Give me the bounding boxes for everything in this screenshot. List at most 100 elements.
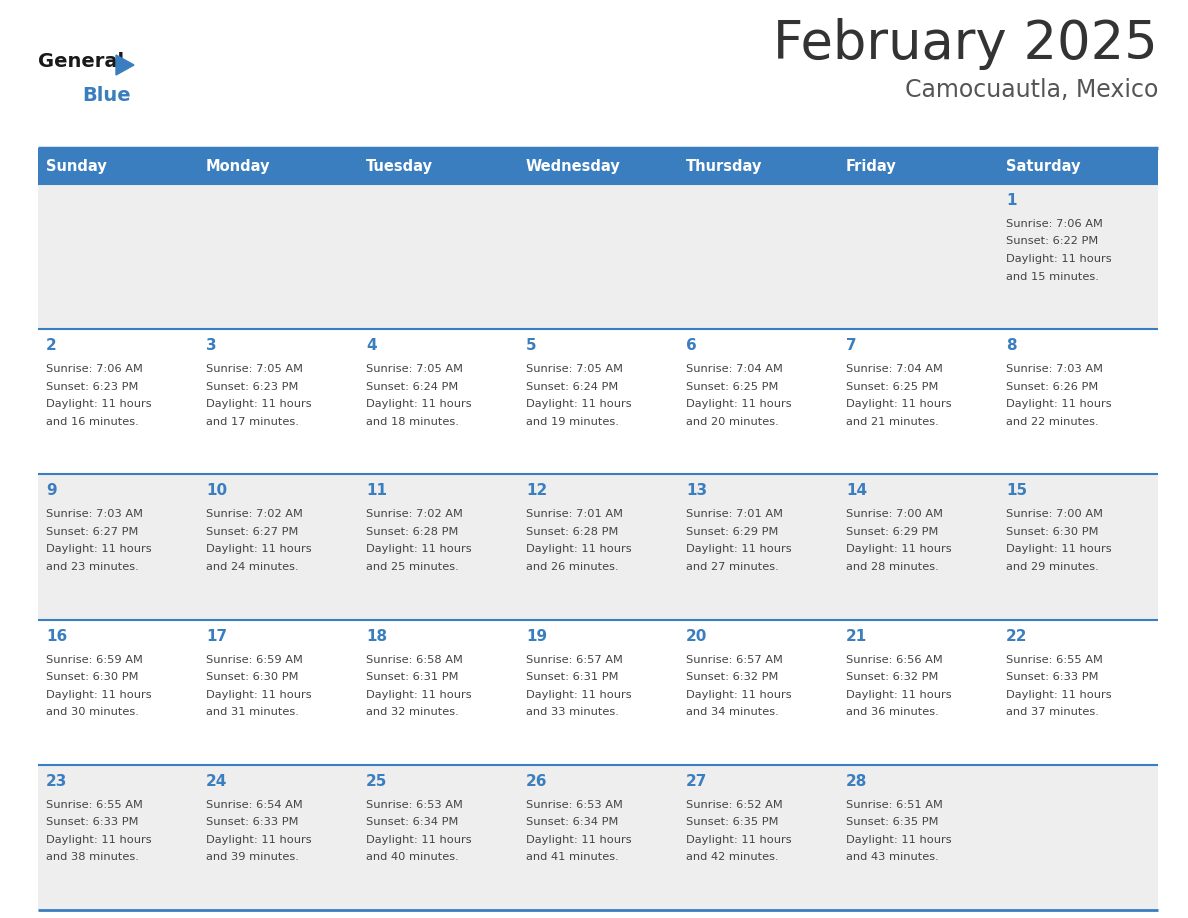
Text: Sunrise: 7:02 AM: Sunrise: 7:02 AM: [206, 509, 303, 520]
Text: Sunrise: 7:03 AM: Sunrise: 7:03 AM: [46, 509, 143, 520]
Text: Daylight: 11 hours: Daylight: 11 hours: [206, 834, 311, 845]
Text: Sunset: 6:29 PM: Sunset: 6:29 PM: [846, 527, 939, 537]
Text: Daylight: 11 hours: Daylight: 11 hours: [526, 834, 632, 845]
Text: Sunrise: 7:03 AM: Sunrise: 7:03 AM: [1006, 364, 1102, 375]
Text: Sunset: 6:24 PM: Sunset: 6:24 PM: [366, 382, 459, 392]
Text: and 21 minutes.: and 21 minutes.: [846, 417, 939, 427]
Text: Sunset: 6:34 PM: Sunset: 6:34 PM: [366, 817, 459, 827]
Text: and 27 minutes.: and 27 minutes.: [685, 562, 779, 572]
Text: Sunrise: 7:06 AM: Sunrise: 7:06 AM: [46, 364, 143, 375]
Text: 7: 7: [846, 338, 857, 353]
Text: Sunset: 6:32 PM: Sunset: 6:32 PM: [846, 672, 939, 682]
Text: and 25 minutes.: and 25 minutes.: [366, 562, 459, 572]
Text: Daylight: 11 hours: Daylight: 11 hours: [526, 544, 632, 554]
Text: Sunrise: 7:04 AM: Sunrise: 7:04 AM: [685, 364, 783, 375]
Text: Sunset: 6:25 PM: Sunset: 6:25 PM: [846, 382, 939, 392]
Text: Sunset: 6:33 PM: Sunset: 6:33 PM: [46, 817, 139, 827]
Text: and 39 minutes.: and 39 minutes.: [206, 852, 299, 862]
Text: and 23 minutes.: and 23 minutes.: [46, 562, 139, 572]
Text: Sunset: 6:30 PM: Sunset: 6:30 PM: [206, 672, 298, 682]
Text: Sunset: 6:31 PM: Sunset: 6:31 PM: [366, 672, 459, 682]
Text: Daylight: 11 hours: Daylight: 11 hours: [526, 399, 632, 409]
Text: Sunset: 6:27 PM: Sunset: 6:27 PM: [46, 527, 138, 537]
Text: Sunrise: 6:59 AM: Sunrise: 6:59 AM: [206, 655, 303, 665]
Text: Daylight: 11 hours: Daylight: 11 hours: [206, 399, 311, 409]
Text: Sunset: 6:35 PM: Sunset: 6:35 PM: [685, 817, 778, 827]
Text: Sunrise: 7:00 AM: Sunrise: 7:00 AM: [846, 509, 943, 520]
Text: 27: 27: [685, 774, 707, 789]
Text: Sunrise: 7:02 AM: Sunrise: 7:02 AM: [366, 509, 463, 520]
Text: Wednesday: Wednesday: [526, 159, 621, 174]
Text: Sunset: 6:31 PM: Sunset: 6:31 PM: [526, 672, 619, 682]
Text: Sunset: 6:30 PM: Sunset: 6:30 PM: [46, 672, 139, 682]
Text: Sunset: 6:33 PM: Sunset: 6:33 PM: [1006, 672, 1099, 682]
Text: Daylight: 11 hours: Daylight: 11 hours: [685, 544, 791, 554]
Text: Daylight: 11 hours: Daylight: 11 hours: [366, 544, 472, 554]
Text: Sunrise: 6:53 AM: Sunrise: 6:53 AM: [526, 800, 623, 810]
Text: 8: 8: [1006, 338, 1017, 353]
Text: 24: 24: [206, 774, 227, 789]
Bar: [38, 148, 1158, 184]
Text: Daylight: 11 hours: Daylight: 11 hours: [526, 689, 632, 700]
Text: Camocuautla, Mexico: Camocuautla, Mexico: [904, 78, 1158, 102]
Text: 12: 12: [526, 484, 548, 498]
Text: Daylight: 11 hours: Daylight: 11 hours: [846, 689, 952, 700]
Text: Daylight: 11 hours: Daylight: 11 hours: [846, 544, 952, 554]
Text: and 43 minutes.: and 43 minutes.: [846, 852, 939, 862]
Text: 6: 6: [685, 338, 696, 353]
Text: and 16 minutes.: and 16 minutes.: [46, 417, 139, 427]
Text: Sunset: 6:34 PM: Sunset: 6:34 PM: [526, 817, 619, 827]
Text: and 41 minutes.: and 41 minutes.: [526, 852, 619, 862]
Text: 13: 13: [685, 484, 707, 498]
Text: Sunrise: 6:56 AM: Sunrise: 6:56 AM: [846, 655, 943, 665]
Text: Daylight: 11 hours: Daylight: 11 hours: [366, 834, 472, 845]
Bar: [38, 184, 1158, 330]
Text: 10: 10: [206, 484, 227, 498]
Text: Daylight: 11 hours: Daylight: 11 hours: [46, 544, 152, 554]
Text: 5: 5: [526, 338, 537, 353]
Text: General: General: [38, 52, 124, 71]
Text: Daylight: 11 hours: Daylight: 11 hours: [685, 689, 791, 700]
Text: Daylight: 11 hours: Daylight: 11 hours: [846, 399, 952, 409]
Text: Tuesday: Tuesday: [366, 159, 432, 174]
Text: 19: 19: [526, 629, 548, 644]
Text: Daylight: 11 hours: Daylight: 11 hours: [206, 689, 311, 700]
Text: 18: 18: [366, 629, 387, 644]
Text: and 36 minutes.: and 36 minutes.: [846, 707, 939, 717]
Text: 16: 16: [46, 629, 68, 644]
Text: 1: 1: [1006, 193, 1017, 208]
Text: 2: 2: [46, 338, 57, 353]
Text: Sunset: 6:32 PM: Sunset: 6:32 PM: [685, 672, 778, 682]
Text: Sunset: 6:30 PM: Sunset: 6:30 PM: [1006, 527, 1099, 537]
Text: Sunset: 6:29 PM: Sunset: 6:29 PM: [685, 527, 778, 537]
Text: Daylight: 11 hours: Daylight: 11 hours: [46, 834, 152, 845]
Text: Sunrise: 7:01 AM: Sunrise: 7:01 AM: [526, 509, 623, 520]
Text: and 31 minutes.: and 31 minutes.: [206, 707, 299, 717]
Text: Daylight: 11 hours: Daylight: 11 hours: [46, 689, 152, 700]
Text: Sunset: 6:25 PM: Sunset: 6:25 PM: [685, 382, 778, 392]
Text: and 20 minutes.: and 20 minutes.: [685, 417, 779, 427]
Text: Sunrise: 7:05 AM: Sunrise: 7:05 AM: [366, 364, 463, 375]
Text: Daylight: 11 hours: Daylight: 11 hours: [1006, 544, 1112, 554]
Text: Sunrise: 7:01 AM: Sunrise: 7:01 AM: [685, 509, 783, 520]
Text: Daylight: 11 hours: Daylight: 11 hours: [685, 834, 791, 845]
Text: Sunrise: 6:57 AM: Sunrise: 6:57 AM: [685, 655, 783, 665]
Text: and 22 minutes.: and 22 minutes.: [1006, 417, 1099, 427]
Text: and 38 minutes.: and 38 minutes.: [46, 852, 139, 862]
Text: Daylight: 11 hours: Daylight: 11 hours: [1006, 254, 1112, 264]
Text: 21: 21: [846, 629, 867, 644]
Bar: [38, 330, 1158, 475]
Text: and 34 minutes.: and 34 minutes.: [685, 707, 779, 717]
Text: 22: 22: [1006, 629, 1028, 644]
Text: Sunrise: 6:54 AM: Sunrise: 6:54 AM: [206, 800, 303, 810]
Text: and 17 minutes.: and 17 minutes.: [206, 417, 299, 427]
Text: Sunset: 6:24 PM: Sunset: 6:24 PM: [526, 382, 618, 392]
Bar: [38, 620, 1158, 765]
Text: Sunset: 6:23 PM: Sunset: 6:23 PM: [46, 382, 138, 392]
Polygon shape: [116, 55, 134, 75]
Text: Sunrise: 6:59 AM: Sunrise: 6:59 AM: [46, 655, 143, 665]
Text: and 28 minutes.: and 28 minutes.: [846, 562, 939, 572]
Text: Monday: Monday: [206, 159, 271, 174]
Text: Sunset: 6:27 PM: Sunset: 6:27 PM: [206, 527, 298, 537]
Text: and 24 minutes.: and 24 minutes.: [206, 562, 298, 572]
